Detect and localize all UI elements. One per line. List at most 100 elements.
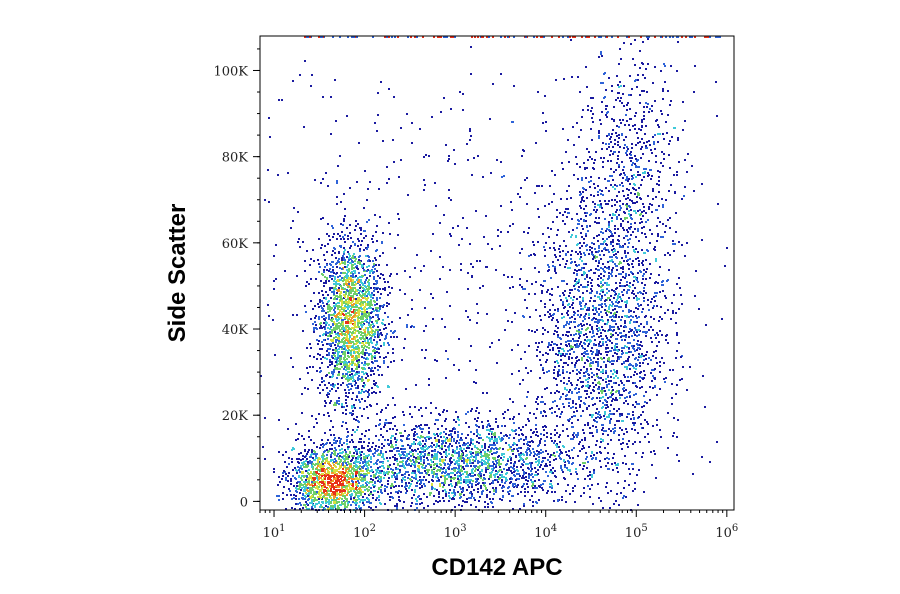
event-dot [358, 466, 360, 468]
event-dot [362, 321, 364, 323]
event-dot [655, 258, 657, 260]
event-dot [606, 238, 608, 240]
event-dot [560, 467, 562, 469]
event-dot [433, 503, 435, 505]
event-dot [304, 270, 306, 272]
event-dot [343, 277, 345, 279]
event-dot [325, 324, 327, 326]
event-dot [535, 428, 537, 430]
event-dot [608, 414, 610, 416]
event-dot [544, 403, 546, 405]
event-dot [341, 259, 343, 261]
event-dot [541, 487, 543, 489]
event-dot [364, 354, 366, 356]
event-dot [392, 428, 394, 430]
event-dot [468, 426, 470, 428]
event-dot [345, 402, 347, 404]
event-dot [651, 464, 653, 466]
event-dot [349, 247, 351, 249]
event-dot [393, 486, 395, 488]
event-dot [524, 491, 526, 493]
event-dot [329, 402, 331, 404]
event-dot [352, 380, 354, 382]
event-dot [483, 477, 485, 479]
event-dot [424, 443, 426, 445]
event-dot [483, 463, 485, 465]
event-dot [348, 483, 350, 485]
event-dot [341, 366, 343, 368]
event-dot [409, 413, 411, 415]
event-dot [432, 476, 434, 478]
event-dot [373, 373, 375, 375]
event-dot [544, 329, 546, 331]
event-dot [306, 508, 308, 510]
event-dot [327, 311, 329, 313]
event-dot [333, 309, 335, 311]
event-dot [667, 342, 669, 344]
event-dot [626, 380, 628, 382]
event-dot [630, 351, 632, 353]
event-dot [353, 357, 355, 359]
event-dot [438, 445, 440, 447]
event-dot [526, 443, 528, 445]
event-dot [333, 493, 335, 495]
event-dot [475, 468, 477, 470]
event-dot [336, 323, 338, 325]
event-dot [374, 268, 376, 270]
event-dot [366, 373, 368, 375]
event-dot [358, 309, 360, 311]
event-dot [556, 319, 558, 321]
event-dot [508, 469, 510, 471]
event-dot [629, 282, 631, 284]
event-dot [456, 448, 458, 450]
event-dot [353, 293, 355, 295]
event-dot [525, 479, 527, 481]
event-dot [348, 485, 350, 487]
event-dot [366, 363, 368, 365]
event-dot [634, 327, 636, 329]
event-dot [600, 438, 602, 440]
event-dot [345, 453, 347, 455]
event-dot [361, 315, 363, 317]
event-dot [344, 366, 346, 368]
event-dot [506, 469, 508, 471]
event-dot [379, 423, 381, 425]
event-dot [345, 470, 347, 472]
event-dot [513, 465, 515, 467]
event-dot [366, 321, 368, 323]
event-dot [430, 445, 432, 447]
event-dot [596, 333, 598, 335]
event-dot [291, 449, 293, 451]
event-dot [330, 465, 332, 467]
event-dot [344, 266, 346, 268]
event-dot [380, 503, 382, 505]
event-dot [358, 391, 360, 393]
event-dot [584, 439, 586, 441]
event-dot [323, 315, 325, 317]
event-dot [342, 483, 344, 485]
event-dot [527, 441, 529, 443]
event-dot [372, 323, 374, 325]
event-dot [338, 327, 340, 329]
event-dot [350, 299, 352, 301]
event-dot [334, 329, 336, 331]
event-dot [452, 428, 454, 430]
event-dot [494, 436, 496, 438]
event-dot [338, 318, 340, 320]
event-dot [558, 352, 560, 354]
event-dot [384, 488, 386, 490]
event-dot [333, 450, 335, 452]
event-dot [478, 426, 480, 428]
event-dot [553, 442, 555, 444]
event-dot [371, 392, 373, 394]
event-dot [346, 345, 348, 347]
event-dot [560, 396, 562, 398]
event-dot [375, 425, 377, 427]
event-dot [359, 378, 361, 380]
event-dot [318, 413, 320, 415]
event-dot [355, 220, 357, 222]
event-dot [538, 444, 540, 446]
event-dot [636, 335, 638, 337]
event-dot [495, 489, 497, 491]
event-dot [368, 288, 370, 290]
